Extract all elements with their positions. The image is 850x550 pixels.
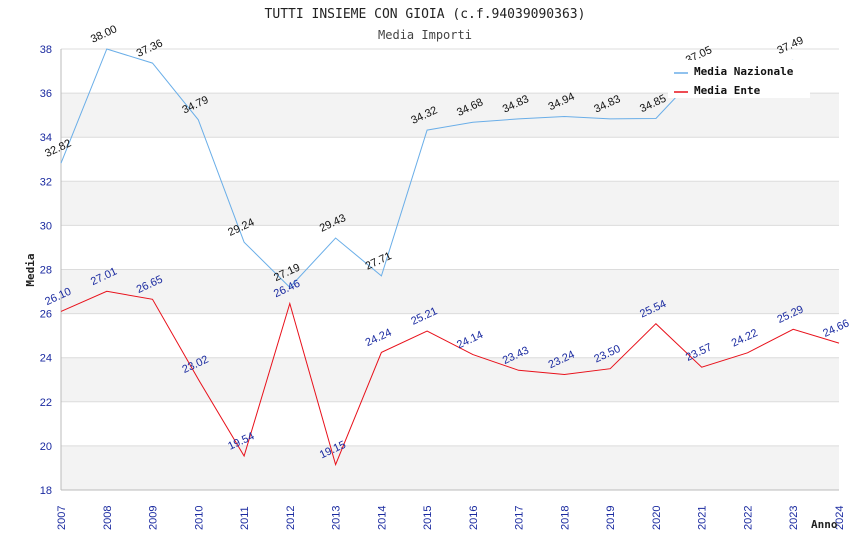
y-tick-label: 36: [40, 88, 52, 100]
x-tick-label: 2020: [651, 506, 663, 530]
plot-band: [61, 357, 839, 402]
y-axis-title: Media: [24, 253, 37, 286]
x-tick-label: 2014: [376, 506, 388, 530]
data-label-media-nazionale: 37.49: [775, 34, 805, 57]
data-label-media-ente: 24.66: [821, 317, 850, 340]
x-tick-label: 2012: [285, 506, 297, 530]
x-tick-label: 2008: [102, 506, 114, 530]
x-tick-label: 2023: [788, 506, 800, 530]
x-tick-label: 2010: [193, 506, 205, 530]
legend: Media Nazionale Media Ente: [668, 60, 810, 98]
y-tick-label: 34: [40, 132, 52, 144]
y-tick-label: 30: [40, 220, 52, 232]
y-tick-label: 20: [40, 441, 52, 453]
x-tick-label: 2009: [148, 506, 160, 530]
y-tick-label: 28: [40, 265, 52, 277]
y-tick-labels: 18 20 22 24 26 28 30 32 34 36 38: [40, 44, 52, 497]
series-line-media-nazionale: [60, 48, 794, 289]
x-tick-label: 2022: [742, 506, 754, 530]
y-tick-label: 22: [40, 397, 52, 409]
data-label-media-ente: 24.22: [730, 327, 760, 350]
chart-subtitle: Media Importi: [378, 28, 472, 42]
y-tick-label: 24: [40, 353, 52, 365]
x-tick-label: 2024: [834, 506, 846, 530]
x-axis-title: Anno: [811, 518, 838, 531]
plot-band: [61, 181, 839, 226]
data-label-media-nazionale: 37.36: [135, 37, 165, 60]
x-tick-label: 2011: [239, 506, 251, 530]
series-line-media-ente: [60, 290, 840, 467]
legend-box: [668, 60, 810, 98]
chart-title: TUTTI INSIEME CON GIOIA (c.f.94039090363…: [265, 7, 586, 22]
plot-background-bands: [61, 93, 839, 490]
y-tick-label: 32: [40, 176, 52, 188]
plot-band: [61, 93, 839, 138]
data-label-media-ente: 24.24: [364, 327, 394, 350]
data-label-media-ente: 24.14: [455, 329, 485, 352]
data-label-media-nazionale: 38.00: [89, 23, 119, 46]
x-tick-labels: 2007 2008 2009 2010 2011 2012 2013 2014 2015 2016…: [56, 506, 846, 530]
x-tick-label: 2018: [559, 506, 571, 530]
x-tick-label: 2015: [422, 506, 434, 530]
x-tick-label: 2021: [697, 506, 709, 530]
plot-band: [61, 445, 839, 490]
x-tick-label: 2019: [605, 506, 617, 530]
y-tick-label: 18: [40, 485, 52, 497]
y-tick-label: 38: [40, 44, 52, 56]
legend-label-media-nazionale: Media Nazionale: [694, 65, 794, 78]
x-tick-label: 2016: [468, 506, 480, 530]
y-tick-label: 26: [40, 309, 52, 321]
x-tick-label: 2013: [331, 506, 343, 530]
x-tick-label: 2007: [56, 506, 68, 530]
plot-band: [61, 269, 839, 314]
series-lines: [60, 48, 840, 467]
x-tick-label: 2017: [514, 506, 526, 530]
legend-label-media-ente: Media Ente: [694, 84, 761, 97]
